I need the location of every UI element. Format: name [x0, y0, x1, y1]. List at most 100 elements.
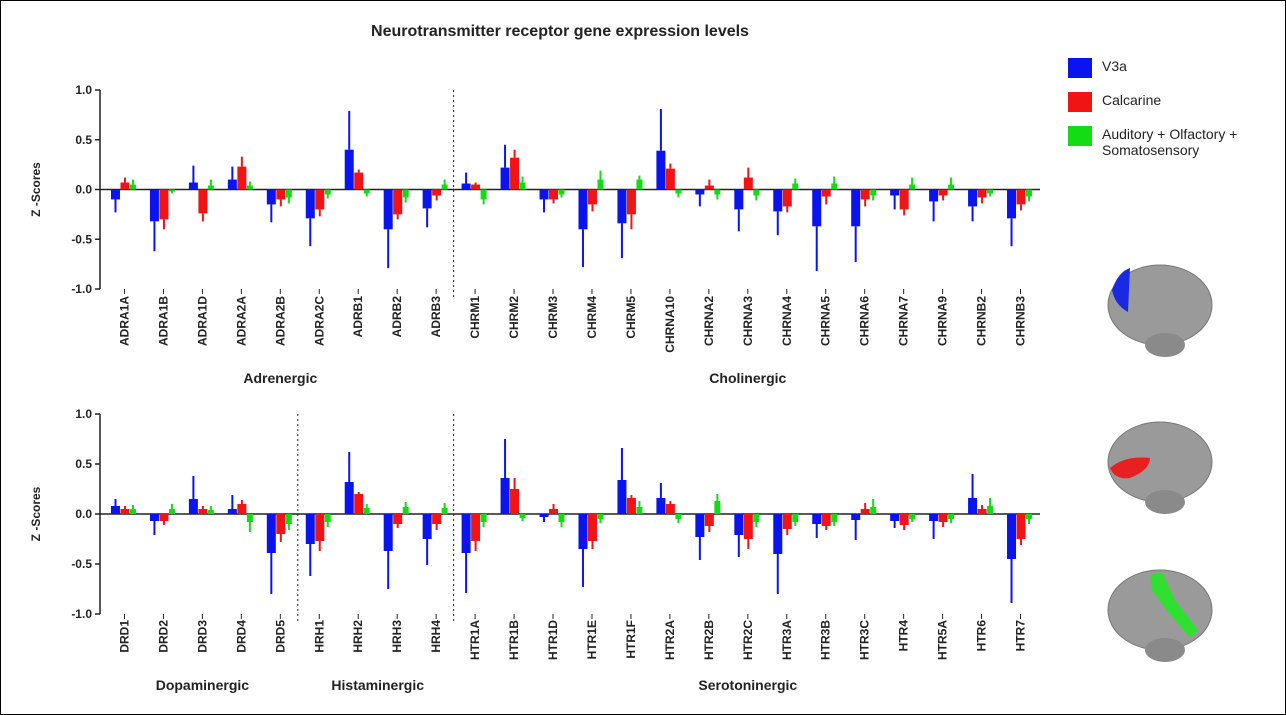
bar — [539, 514, 549, 517]
bar — [422, 514, 432, 539]
bar — [354, 494, 364, 514]
bar — [695, 189, 705, 195]
x-tick-label: CHRNA3 — [741, 296, 755, 346]
legend: V3a Calcarine Auditory + Olfactory + Somat… — [1068, 58, 1268, 172]
group-label: Dopaminergic — [156, 677, 250, 693]
bar — [968, 189, 978, 207]
bar — [383, 189, 393, 230]
y-tick-label: 1.0 — [75, 407, 92, 421]
bar — [168, 509, 175, 514]
group-label: Serotoninergic — [698, 677, 797, 693]
bar — [324, 189, 331, 195]
bar — [656, 150, 666, 190]
bar — [227, 509, 237, 514]
bar — [1026, 514, 1033, 519]
bar — [587, 189, 597, 205]
bar — [285, 514, 292, 524]
y-tick-label: 0.5 — [75, 457, 92, 471]
y-tick-label: -1.0 — [71, 607, 92, 621]
bar — [266, 514, 276, 553]
x-tick-label: HTR1D — [546, 620, 560, 660]
bar — [929, 514, 939, 521]
x-tick-label: CHRNA5 — [819, 296, 833, 346]
bar — [422, 189, 432, 209]
bar — [675, 189, 682, 194]
bar — [695, 514, 705, 537]
y-tick-label: 0.0 — [75, 183, 92, 197]
y-tick-label: 1.0 — [75, 83, 92, 97]
y-axis-label: Z -Scores — [29, 486, 43, 541]
bar — [860, 509, 870, 514]
bar — [402, 189, 409, 198]
bar — [617, 189, 627, 224]
bar — [821, 514, 831, 526]
bar — [587, 514, 597, 541]
legend-label: Auditory + Olfactory + Somatosensory — [1102, 126, 1238, 158]
bar — [510, 157, 520, 190]
bar — [753, 514, 760, 522]
x-tick-label: DRD5 — [273, 620, 287, 653]
x-tick-label: CHRM2 — [507, 296, 521, 339]
y-tick-label: -0.5 — [71, 557, 92, 571]
bar — [851, 189, 861, 227]
bar — [909, 184, 916, 190]
brain-images — [1107, 264, 1213, 662]
bar — [578, 514, 588, 549]
bar — [656, 498, 666, 514]
bar — [159, 189, 169, 220]
legend-swatch — [1068, 58, 1092, 78]
bar — [188, 182, 198, 190]
bar — [207, 185, 214, 190]
legend-item: V3a — [1068, 58, 1268, 78]
bar — [558, 514, 565, 522]
bar — [890, 189, 900, 196]
bar — [704, 185, 714, 190]
bar — [149, 189, 159, 222]
bar — [363, 508, 370, 514]
x-tick-label: HTR4 — [897, 620, 911, 652]
x-tick-label: ADRA1D — [195, 296, 209, 346]
bar — [188, 499, 198, 514]
bar — [948, 514, 955, 519]
x-tick-label: HTR2B — [702, 620, 716, 660]
chart-title: Neurotransmitter receptor gene expressio… — [371, 23, 749, 40]
x-tick-label: ADRA2C — [312, 296, 326, 346]
bar — [890, 514, 900, 521]
bar — [860, 189, 870, 200]
x-tick-label: CHRM3 — [546, 296, 560, 339]
bar — [149, 514, 159, 521]
bar — [246, 185, 253, 190]
bar — [792, 514, 799, 522]
group-label: Histaminergic — [331, 677, 424, 693]
bar — [198, 189, 208, 214]
bar — [110, 189, 120, 200]
x-tick-label: DRD3 — [195, 620, 209, 653]
bar — [276, 514, 286, 534]
bar — [315, 514, 325, 541]
x-tick-label: CHRM1 — [468, 296, 482, 339]
bar — [626, 498, 636, 514]
bar — [120, 182, 130, 190]
bar — [227, 179, 237, 190]
bar — [558, 189, 565, 195]
bar — [597, 514, 604, 519]
bar — [237, 504, 247, 514]
bar — [120, 509, 130, 514]
bar — [909, 514, 916, 519]
bar — [617, 480, 627, 514]
bar — [626, 189, 636, 215]
bar — [578, 189, 588, 230]
bar — [773, 189, 783, 212]
bar — [500, 478, 510, 514]
bar — [129, 509, 136, 514]
bar — [471, 184, 481, 190]
bar — [383, 514, 393, 551]
bar — [714, 501, 721, 514]
x-tick-label: CHRNA10 — [663, 296, 677, 353]
x-tick-label: HRH4 — [429, 620, 443, 653]
x-tick-label: ADRB1 — [351, 296, 365, 338]
bar — [636, 179, 643, 190]
bar — [480, 189, 487, 200]
bar — [704, 514, 714, 526]
